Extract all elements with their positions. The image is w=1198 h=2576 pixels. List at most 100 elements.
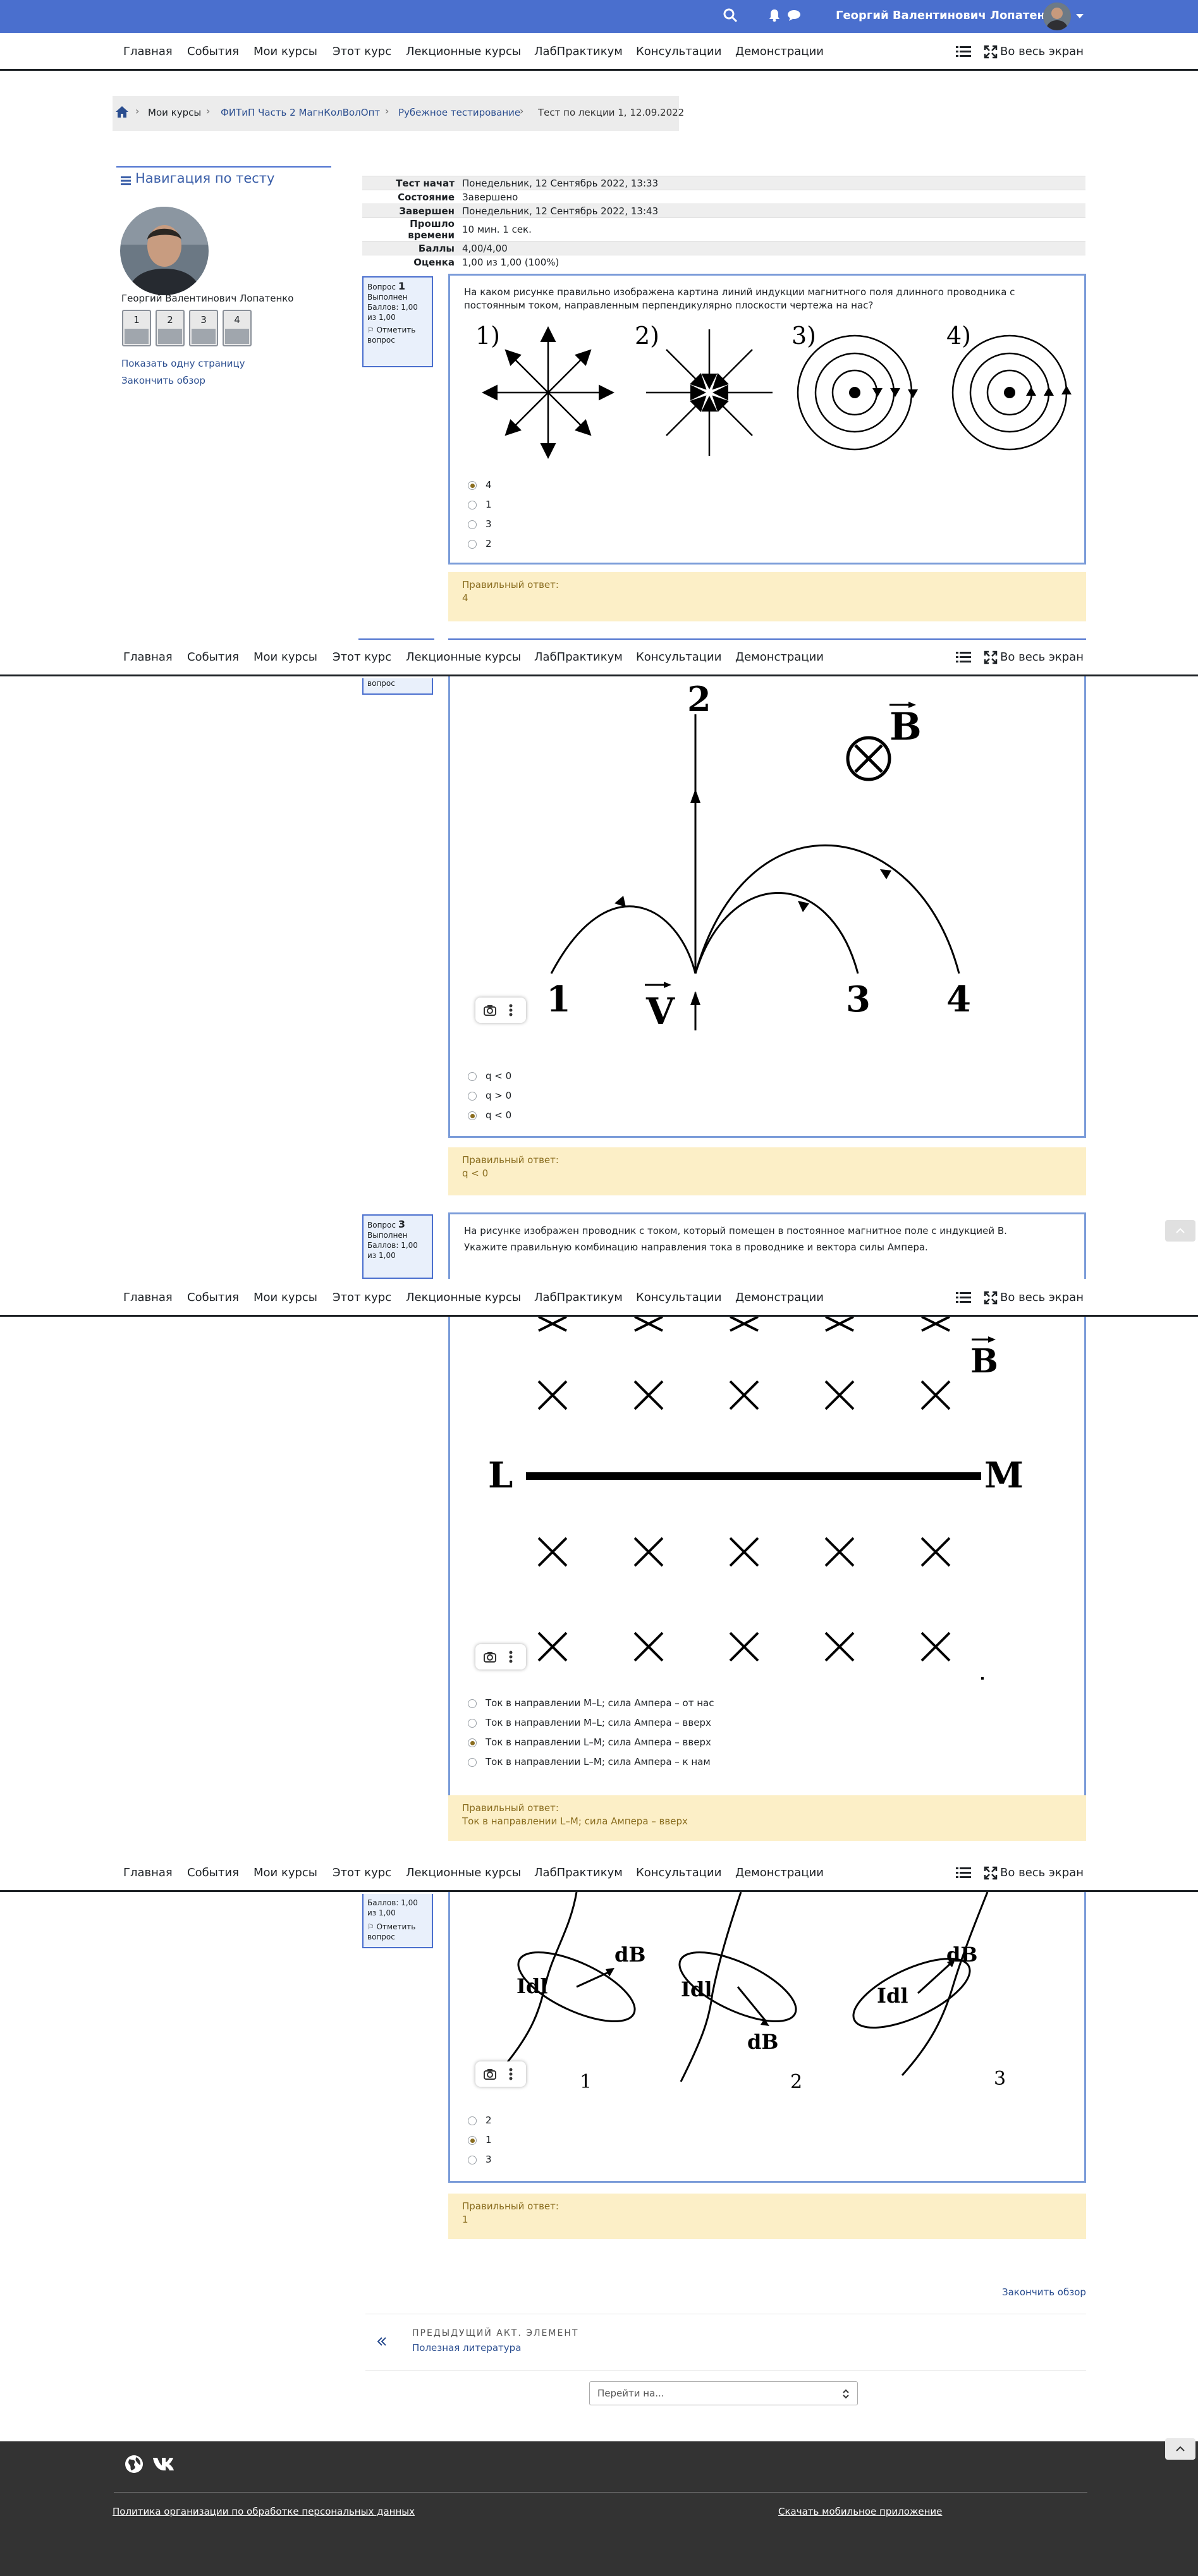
nav-labpractice[interactable]: ЛабПрактикум bbox=[534, 45, 623, 58]
radio[interactable] bbox=[468, 1719, 477, 1728]
scroll-to-top-button[interactable] bbox=[1165, 2438, 1195, 2460]
nav-my-courses[interactable]: Мои курсы bbox=[254, 650, 318, 664]
nav-my-courses[interactable]: Мои курсы bbox=[254, 45, 318, 58]
index-drawer-icon[interactable] bbox=[956, 1867, 971, 1879]
nav-consultations[interactable]: Консультации bbox=[636, 45, 722, 58]
question-nav-button-1[interactable]: 1 bbox=[122, 310, 151, 346]
nav-my-courses[interactable]: Мои курсы bbox=[254, 1291, 318, 1304]
user-name[interactable]: Георгий Валентинович Лопатенко bbox=[836, 9, 1061, 22]
radio[interactable] bbox=[468, 2156, 477, 2164]
fullscreen-icon[interactable] bbox=[984, 1291, 998, 1305]
radio[interactable] bbox=[468, 1072, 477, 1081]
flag-question[interactable]: ⚐ Отметить вопрос bbox=[367, 1922, 416, 1941]
privacy-policy-link[interactable]: Политика организации по обработке персон… bbox=[113, 2506, 415, 2517]
radio[interactable] bbox=[468, 520, 477, 529]
chat-icon[interactable] bbox=[787, 9, 801, 21]
radio-selected[interactable] bbox=[468, 1111, 477, 1120]
nav-this-course[interactable]: Этот курс bbox=[333, 45, 392, 58]
nav-my-courses[interactable]: Мои курсы bbox=[254, 1866, 318, 1879]
scroll-to-top-button[interactable] bbox=[1165, 1220, 1195, 1242]
nav-this-course[interactable]: Этот курс bbox=[333, 650, 392, 664]
user-avatar[interactable] bbox=[1043, 3, 1071, 30]
nav-labpractice[interactable]: ЛабПрактикум bbox=[534, 650, 623, 664]
radio-selected[interactable] bbox=[468, 2136, 477, 2145]
nav-demonstrations[interactable]: Демонстрации bbox=[735, 1866, 824, 1879]
figure-label: Idl bbox=[516, 1974, 548, 1998]
nav-labpractice[interactable]: ЛабПрактикум bbox=[534, 1866, 623, 1879]
question-3-info: Вопрос 3 Выполнен Баллов: 1,00 из 1,00 bbox=[362, 1214, 433, 1279]
nav-demonstrations[interactable]: Демонстрации bbox=[735, 1291, 824, 1304]
breadcrumb-my-courses[interactable]: Мои курсы bbox=[148, 107, 202, 118]
fullscreen-label[interactable]: Во весь экран bbox=[1000, 45, 1084, 58]
nav-home[interactable]: Главная bbox=[123, 650, 173, 664]
vk-icon[interactable] bbox=[152, 2457, 181, 2472]
nav-home[interactable]: Главная bbox=[123, 45, 173, 58]
nav-demonstrations[interactable]: Демонстрации bbox=[735, 650, 824, 664]
more-vertical-icon[interactable] bbox=[508, 1650, 513, 1664]
image-toolbar bbox=[475, 998, 526, 1023]
radio[interactable] bbox=[468, 501, 477, 510]
nav-lecture-courses[interactable]: Лекционные курсы bbox=[406, 1866, 522, 1879]
home-icon[interactable] bbox=[115, 106, 129, 118]
question-3-right-answer: Правильный ответ: Ток в направлении L–M;… bbox=[448, 1795, 1086, 1841]
globe-icon[interactable] bbox=[124, 2454, 144, 2474]
nav-this-course[interactable]: Этот курс bbox=[333, 1866, 392, 1879]
breadcrumb-course[interactable]: ФИТиП Часть 2 МагнКолВолОпт bbox=[221, 107, 381, 118]
index-drawer-icon[interactable] bbox=[956, 46, 971, 58]
bell-icon[interactable] bbox=[768, 8, 781, 22]
question-nav-button-4[interactable]: 4 bbox=[223, 310, 252, 346]
question-nav-button-2[interactable]: 2 bbox=[156, 310, 185, 346]
camera-icon[interactable] bbox=[483, 1004, 497, 1016]
finish-review-link[interactable]: Закончить обзор bbox=[121, 375, 205, 386]
question-nav-button-3[interactable]: 3 bbox=[189, 310, 218, 346]
mobile-app-link[interactable]: Скачать мобильное приложение bbox=[778, 2506, 943, 2517]
nav-demonstrations[interactable]: Демонстрации bbox=[735, 45, 824, 58]
fullscreen-icon[interactable] bbox=[984, 650, 998, 664]
nav-events[interactable]: События bbox=[187, 1866, 239, 1879]
nav-labpractice[interactable]: ЛабПрактикум bbox=[534, 1291, 623, 1304]
previous-activity-link[interactable]: ПРЕДЫДУЩИЙ АКТ. ЭЛЕМЕНТ Полезная литерат… bbox=[365, 2314, 1086, 2371]
finish-review-link-bottom[interactable]: Закончить обзор bbox=[1002, 2286, 1086, 2298]
camera-icon[interactable] bbox=[483, 1651, 497, 1663]
nav-lecture-courses[interactable]: Лекционные курсы bbox=[406, 650, 522, 664]
fullscreen-label[interactable]: Во весь экран bbox=[1000, 1866, 1084, 1879]
fullscreen-label[interactable]: Во весь экран bbox=[1000, 650, 1084, 664]
nav-events[interactable]: События bbox=[187, 45, 239, 58]
nav-consultations[interactable]: Консультации bbox=[636, 1866, 722, 1879]
breadcrumb-section[interactable]: Рубежное тестирование bbox=[398, 107, 521, 118]
fullscreen-label[interactable]: Во весь экран bbox=[1000, 1291, 1084, 1304]
index-drawer-icon[interactable] bbox=[956, 651, 971, 664]
nav-lecture-courses[interactable]: Лекционные курсы bbox=[406, 45, 522, 58]
figure-label: 4) bbox=[946, 322, 971, 350]
nav-this-course[interactable]: Этот курс bbox=[333, 1291, 392, 1304]
footer: Политика организации по обработке персон… bbox=[0, 2441, 1198, 2576]
show-one-page-link[interactable]: Показать одну страницу bbox=[121, 358, 245, 369]
user-menu-chevron-down-icon[interactable] bbox=[1076, 14, 1084, 18]
prev-activity-name[interactable]: Полезная литература bbox=[412, 2342, 522, 2353]
jump-to-select[interactable]: Перейти на... bbox=[589, 2381, 858, 2405]
nav-lecture-courses[interactable]: Лекционные курсы bbox=[406, 1291, 522, 1304]
more-vertical-icon[interactable] bbox=[508, 1003, 513, 1017]
radio-selected[interactable] bbox=[468, 481, 477, 490]
radio[interactable] bbox=[468, 1699, 477, 1708]
radio[interactable] bbox=[468, 540, 477, 549]
radio[interactable] bbox=[468, 1758, 477, 1767]
nav-events[interactable]: События bbox=[187, 1291, 239, 1304]
index-drawer-icon[interactable] bbox=[956, 1291, 971, 1304]
question-3-panel-top: На рисунке изображен проводник с током, … bbox=[448, 1212, 1086, 1279]
camera-icon[interactable] bbox=[483, 2068, 497, 2080]
flag-question[interactable]: ⚐ Отметить вопрос bbox=[367, 326, 416, 345]
radio-selected[interactable] bbox=[468, 1738, 477, 1747]
nav-home[interactable]: Главная bbox=[123, 1866, 173, 1879]
nav-events[interactable]: События bbox=[187, 650, 239, 664]
nav-consultations[interactable]: Консультации bbox=[636, 650, 722, 664]
radio[interactable] bbox=[468, 2116, 477, 2125]
more-vertical-icon[interactable] bbox=[508, 2067, 513, 2081]
fullscreen-icon[interactable] bbox=[984, 45, 998, 59]
fullscreen-icon[interactable] bbox=[984, 1866, 998, 1880]
radio[interactable] bbox=[468, 1092, 477, 1101]
figure-label: 1 bbox=[580, 2071, 592, 2093]
nav-consultations[interactable]: Консультации bbox=[636, 1291, 722, 1304]
search-icon[interactable] bbox=[723, 8, 738, 23]
nav-home[interactable]: Главная bbox=[123, 1291, 173, 1304]
